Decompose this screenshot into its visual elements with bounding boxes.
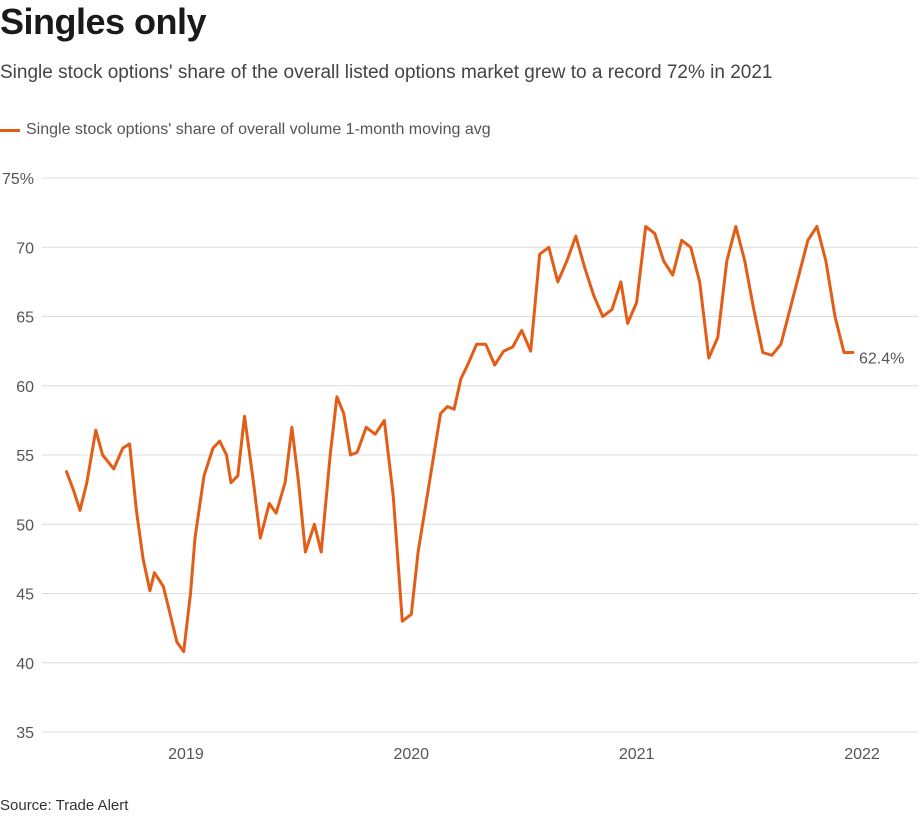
y-tick-label: 60 <box>16 379 34 396</box>
legend-swatch <box>0 128 20 132</box>
x-tick-label: 2020 <box>393 746 429 763</box>
x-tick-label: 2022 <box>844 746 880 763</box>
source-note: Source: Trade Alert <box>0 797 129 814</box>
y-tick-label: 35 <box>16 725 34 742</box>
y-tick-label: 75% <box>2 171 34 188</box>
y-tick-label: 70 <box>16 240 34 257</box>
legend: Single stock options' share of overall v… <box>0 118 491 142</box>
end-value-label: 62.4% <box>859 351 904 368</box>
y-tick-label: 65 <box>16 310 34 327</box>
x-tick-label: 2019 <box>168 746 204 763</box>
y-tick-label: 45 <box>16 587 34 604</box>
chart-subtitle: Single stock options' share of the overa… <box>0 62 773 83</box>
legend-label: Single stock options' share of overall v… <box>26 121 491 138</box>
chart-title: Singles only <box>0 1 207 42</box>
series-line <box>65 225 855 654</box>
y-tick-label: 40 <box>16 656 34 673</box>
y-tick-label: 55 <box>16 448 34 465</box>
x-tick-label: 2021 <box>619 746 655 763</box>
y-tick-label: 50 <box>16 517 34 534</box>
